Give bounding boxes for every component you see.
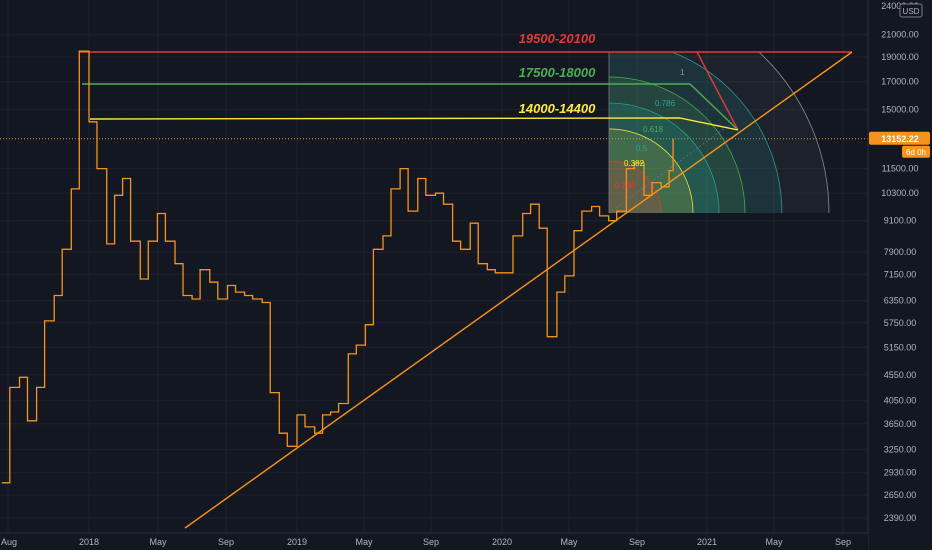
fib-level-label: 0.382 xyxy=(624,159,645,168)
fib-level-label: 0.618 xyxy=(643,125,664,134)
time-tick-label: 2019 xyxy=(287,537,307,547)
time-tick-label: Sep xyxy=(835,537,851,547)
time-tick-label: May xyxy=(149,537,167,547)
countdown-badge xyxy=(902,145,930,158)
grid-lines xyxy=(0,0,868,533)
price-tick-label: 7150.00 xyxy=(884,269,917,279)
price-tick-label: 4550.00 xyxy=(884,370,917,380)
price-tick-label: 10300.00 xyxy=(881,188,919,198)
fib-level-label: 1 xyxy=(680,68,685,77)
time-tick-label: 2021 xyxy=(697,537,717,547)
currency-badge[interactable]: USD xyxy=(899,3,923,18)
time-tick-label: Sep xyxy=(218,537,234,547)
time-tick-label: May xyxy=(355,537,373,547)
price-tick-label: 2650.00 xyxy=(884,490,917,500)
drawing-labels: 1 0.786 0.618 0.5 0.382 0.236 19500-20100 17500… xyxy=(519,31,685,190)
price-tick-label: 7900.00 xyxy=(884,247,917,257)
zone-label-3: 14000-14400 xyxy=(519,101,596,116)
price-axis[interactable]: 24000.0021000.0019000.0017000.0015000.00… xyxy=(869,1,930,523)
price-tick-label: 11500.00 xyxy=(882,164,919,174)
time-tick-label: Aug xyxy=(1,537,17,547)
zone-line-taper-2[interactable] xyxy=(689,83,739,131)
fib-trend-line xyxy=(608,124,730,214)
time-axis-background xyxy=(0,533,868,550)
currency-label: USD xyxy=(903,7,920,16)
time-tick-label: Sep xyxy=(629,537,645,547)
zone-label-2: 17500-18000 xyxy=(519,65,596,80)
price-line-series[interactable] xyxy=(1,50,674,484)
zone-line-taper-1[interactable] xyxy=(696,51,739,131)
time-tick-label: May xyxy=(765,537,783,547)
price-tick-label: 3250.00 xyxy=(884,445,917,455)
price-tick-label: 9100.00 xyxy=(884,216,917,226)
price-axis-background xyxy=(868,0,932,550)
price-series[interactable] xyxy=(1,50,674,484)
price-tick-label: 15000.00 xyxy=(881,105,919,115)
price-tick-label: 21000.00 xyxy=(881,30,919,40)
time-tick-label: Sep xyxy=(423,537,439,547)
countdown-label: 6d 0h xyxy=(906,148,926,157)
fib-arc-0-618[interactable] xyxy=(473,76,746,349)
fib-level-label: 0.5 xyxy=(636,144,648,153)
last-price-badge[interactable] xyxy=(869,131,930,145)
fib-level-label: 0.236 xyxy=(615,181,636,190)
price-tick-label: 6350.00 xyxy=(884,296,917,306)
price-tick-label: 2930.00 xyxy=(884,468,917,478)
fib-level-label: 0.786 xyxy=(655,99,676,108)
time-tick-label: 2020 xyxy=(492,537,512,547)
drawing-tools[interactable] xyxy=(79,0,853,529)
fib-arc-0-5[interactable] xyxy=(499,102,720,323)
price-tick-label: 3650.00 xyxy=(884,419,917,429)
time-tick-label: 2018 xyxy=(79,537,99,547)
price-tick-label: 19000.00 xyxy=(881,52,919,62)
zone-line-taper-3[interactable] xyxy=(679,117,739,131)
time-axis[interactable]: Aug 2018 May Sep 2019 May Sep 2020 May Sep 2021 May… xyxy=(1,537,851,547)
price-tick-label: 5150.00 xyxy=(884,342,917,352)
price-tick-label: 2390.00 xyxy=(884,513,917,523)
price-tick-label: 17000.00 xyxy=(881,77,919,87)
zone-label-1: 19500-20100 xyxy=(519,31,596,46)
time-tick-label: May xyxy=(560,537,578,547)
ascending-support-line[interactable] xyxy=(184,51,853,529)
last-price-label: 13152.22 xyxy=(881,134,919,144)
zone-line-3[interactable] xyxy=(89,117,681,120)
price-tick-label: 5750.00 xyxy=(884,318,917,328)
price-tick-label: 4050.00 xyxy=(884,396,917,406)
